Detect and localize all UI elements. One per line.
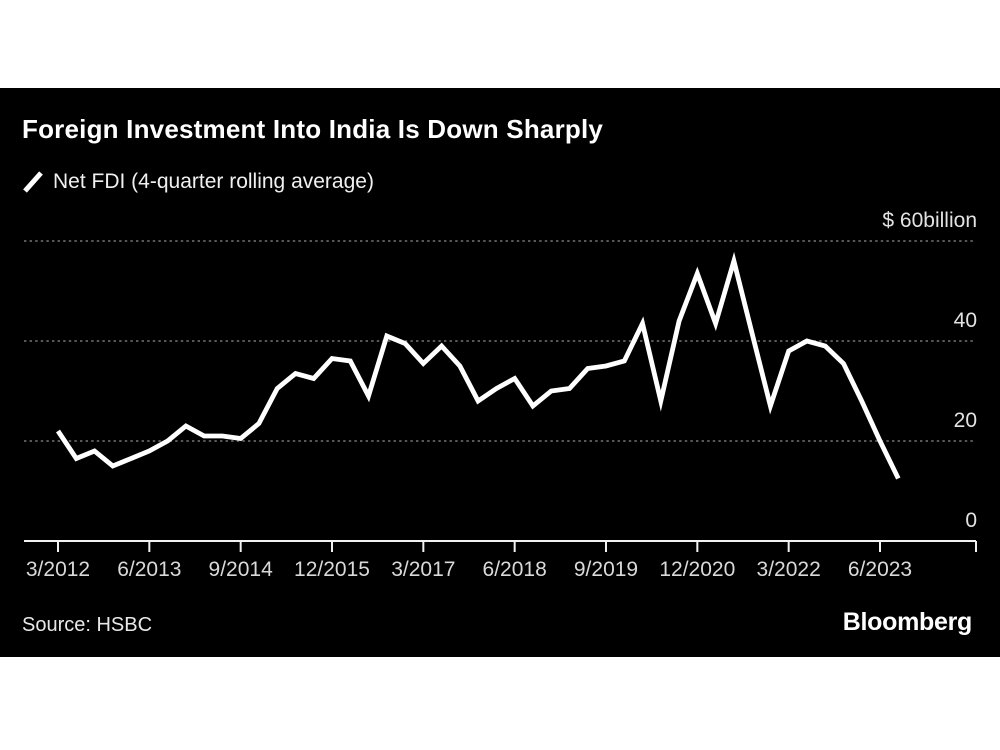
- x-tick-label: 12/2020: [659, 558, 736, 581]
- net-fdi-line: [56, 251, 901, 480]
- x-tick-label: 9/2019: [573, 558, 639, 581]
- x-tick-label: 12/2015: [294, 558, 370, 581]
- line-chart: [24, 240, 977, 552]
- legend: Net FDI (4-quarter rolling average): [22, 170, 374, 194]
- y-tick-label: 20: [953, 409, 977, 432]
- x-tick-label: 6/2018: [482, 558, 547, 581]
- source-label: Source: HSBC: [22, 614, 153, 636]
- y-tick-label: 0: [965, 509, 977, 532]
- line-series-marker-icon: [23, 171, 43, 193]
- x-tick-label: 6/2023: [847, 558, 913, 581]
- x-tick-label: 6/2013: [117, 558, 182, 581]
- chart-title: Foreign Investment Into India Is Down Sh…: [22, 114, 604, 144]
- x-tick-label: 3/2017: [391, 558, 456, 581]
- x-tick-label: 9/2014: [208, 558, 273, 581]
- y-axis-labels: 0 20 40 $ 60billion: [757, 88, 977, 657]
- x-tick-label: 3/2012: [25, 558, 91, 581]
- x-tick-label: 3/2022: [756, 558, 821, 581]
- chart-card: Foreign Investment Into India Is Down Sh…: [0, 88, 1000, 657]
- x-axis-labels: 3/2012 6/2013 9/2014 12/2015 3/2017 6/2018 9/2…: [0, 558, 1000, 588]
- y-tick-label: $ 60billion: [882, 209, 977, 232]
- y-tick-label: 40: [953, 309, 977, 332]
- bloomberg-logo: Bloomberg: [842, 608, 973, 636]
- legend-label: Net FDI (4-quarter rolling average): [53, 170, 374, 193]
